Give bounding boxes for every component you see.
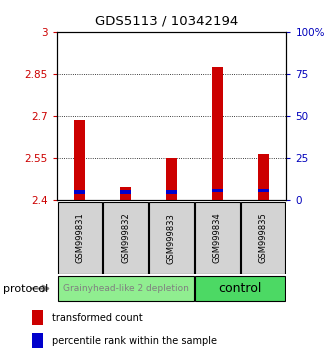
Bar	[212, 189, 223, 192]
Text: Grainyhead-like 2 depletion: Grainyhead-like 2 depletion	[63, 284, 188, 293]
FancyBboxPatch shape	[104, 202, 148, 274]
FancyBboxPatch shape	[58, 276, 193, 301]
FancyBboxPatch shape	[195, 276, 285, 301]
FancyBboxPatch shape	[150, 202, 193, 274]
Bar	[166, 158, 177, 200]
Bar	[258, 154, 269, 200]
FancyBboxPatch shape	[241, 202, 285, 274]
Text: transformed count: transformed count	[52, 313, 143, 323]
Text: GSM999835: GSM999835	[259, 213, 268, 263]
Bar	[120, 190, 131, 194]
Text: protocol: protocol	[3, 284, 49, 293]
Text: GSM999834: GSM999834	[213, 213, 222, 263]
Bar	[74, 120, 85, 200]
Bar	[258, 189, 269, 192]
Bar	[166, 190, 177, 194]
Text: GSM999832: GSM999832	[121, 213, 130, 263]
Bar	[74, 190, 85, 194]
Text: control: control	[219, 282, 262, 295]
Text: GSM999833: GSM999833	[167, 213, 176, 263]
Bar	[32, 333, 43, 348]
Text: percentile rank within the sample: percentile rank within the sample	[52, 336, 217, 346]
Text: GDS5113 / 10342194: GDS5113 / 10342194	[95, 14, 238, 27]
Bar	[120, 187, 131, 200]
FancyBboxPatch shape	[58, 202, 102, 274]
FancyBboxPatch shape	[195, 202, 239, 274]
Text: GSM999831: GSM999831	[75, 213, 84, 263]
Bar	[212, 67, 223, 200]
Bar	[32, 310, 43, 325]
